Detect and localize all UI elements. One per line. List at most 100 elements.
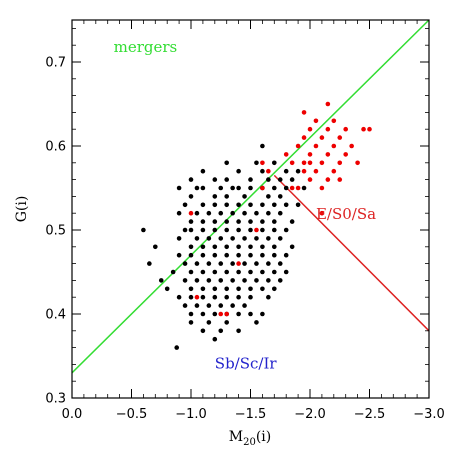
data-point	[174, 345, 180, 350]
data-point	[260, 286, 265, 292]
data-point	[260, 269, 265, 275]
x-tick-label: −0.5	[116, 407, 148, 422]
data-point	[283, 227, 289, 233]
data-point	[236, 227, 241, 233]
data-point	[277, 278, 283, 283]
early-late-boundary-line	[273, 174, 429, 332]
data-point	[218, 236, 224, 241]
data-point	[242, 261, 247, 266]
data-point	[230, 303, 235, 308]
data-point	[218, 185, 224, 191]
data-point	[224, 160, 229, 166]
data-point	[212, 336, 218, 342]
data-point	[236, 202, 241, 208]
data-point	[188, 177, 194, 182]
data-point	[248, 227, 253, 233]
data-point	[230, 185, 235, 191]
data-point	[194, 185, 200, 191]
data-point	[289, 219, 295, 224]
data-point	[236, 168, 241, 174]
data-point	[224, 202, 229, 208]
data-point	[254, 210, 259, 216]
data-point	[212, 311, 218, 317]
data-point	[295, 143, 301, 149]
data-point	[331, 143, 337, 149]
data-point	[236, 269, 241, 275]
y-axis-label: G(i)	[14, 196, 30, 223]
data-point	[254, 320, 259, 325]
data-point	[176, 252, 182, 258]
data-point	[230, 236, 235, 241]
data-point	[283, 269, 289, 275]
tick-labels: 0.0 −0.5 −1.0 −1.5 −2.0 −2.5 −3.0 0.3 0.4 0.5 0.6 0…	[45, 56, 444, 423]
data-point	[272, 185, 277, 191]
data-point	[307, 177, 313, 182]
data-point	[289, 185, 295, 191]
data-point	[242, 278, 247, 283]
data-point	[224, 219, 229, 224]
data-point	[182, 227, 188, 233]
data-point	[224, 227, 229, 233]
data-point	[236, 244, 241, 250]
data-point	[295, 168, 301, 174]
data-point	[212, 286, 218, 292]
data-point	[200, 219, 206, 224]
x-tick-label: −2.5	[354, 407, 386, 422]
data-point	[224, 252, 229, 258]
data-point	[260, 227, 265, 233]
data-point	[301, 135, 307, 140]
data-point	[325, 177, 331, 182]
data-point	[349, 143, 354, 149]
annotation-label: E/S0/Sa	[316, 205, 376, 223]
data-point	[230, 278, 235, 283]
data-point	[194, 261, 200, 266]
data-point	[260, 143, 265, 149]
data-point	[254, 236, 259, 241]
data-point	[206, 303, 212, 308]
data-point	[212, 202, 218, 208]
data-point	[301, 160, 307, 166]
data-point	[164, 286, 170, 292]
data-point	[301, 110, 307, 115]
data-point	[188, 227, 194, 233]
data-point	[283, 185, 289, 191]
data-point	[260, 202, 265, 208]
data-point	[194, 278, 200, 283]
data-point	[254, 160, 259, 166]
data-point	[194, 294, 200, 300]
data-point	[313, 118, 319, 124]
data-point	[272, 286, 277, 292]
data-point	[248, 185, 253, 191]
data-point	[206, 236, 212, 241]
y-tick-label: 0.6	[45, 140, 66, 155]
data-point	[277, 236, 283, 241]
data-point	[242, 210, 247, 216]
data-point	[218, 303, 224, 308]
data-point	[343, 152, 349, 157]
data-point	[295, 202, 301, 208]
data-point	[319, 135, 325, 140]
data-point	[272, 244, 277, 250]
data-point	[319, 210, 325, 216]
data-point	[212, 177, 218, 182]
annotations: mergers E/S0/Sa Sb/Sc/Ir	[114, 38, 376, 373]
data-point	[182, 202, 188, 208]
data-point	[260, 311, 265, 317]
data-point	[355, 160, 360, 166]
data-point	[248, 219, 253, 224]
data-point	[236, 185, 241, 191]
y-tick-label: 0.7	[45, 56, 66, 71]
data-point	[188, 219, 194, 224]
data-point	[218, 328, 224, 334]
data-point	[248, 177, 253, 182]
data-point	[289, 160, 295, 166]
data-point	[147, 261, 152, 266]
data-point	[242, 236, 247, 241]
data-point	[236, 294, 241, 300]
data-point	[331, 118, 337, 124]
data-point	[194, 303, 200, 308]
data-point	[212, 294, 218, 300]
data-point	[307, 152, 313, 157]
data-point	[200, 294, 206, 300]
axis-ticks	[71, 20, 430, 399]
